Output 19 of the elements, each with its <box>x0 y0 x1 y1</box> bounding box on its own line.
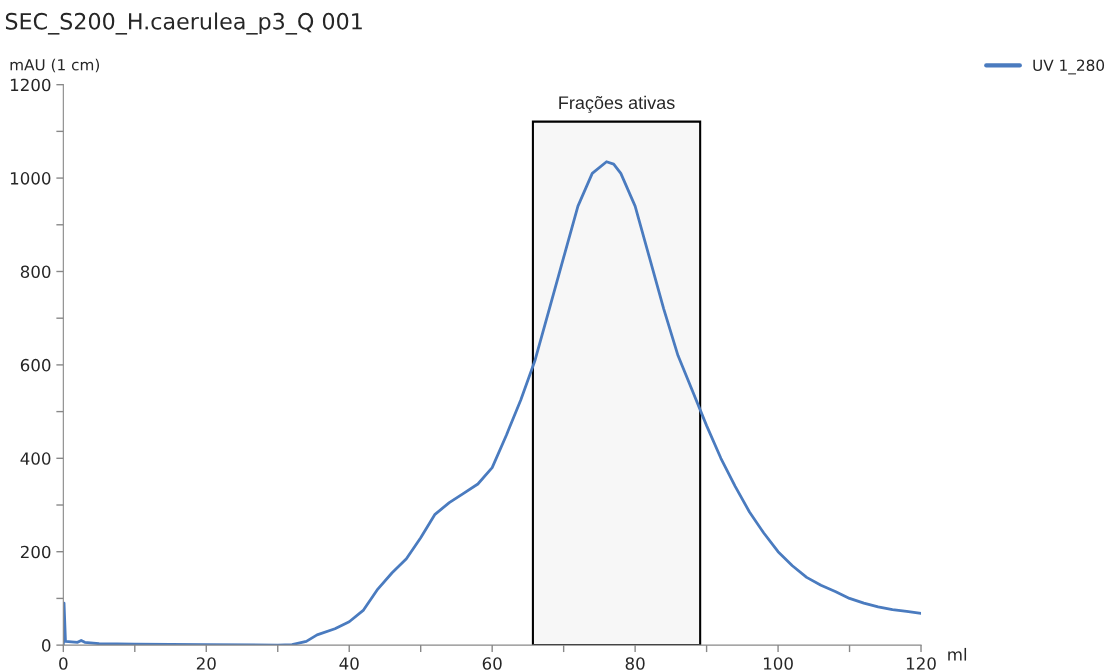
x-axis-title: ml <box>948 647 967 661</box>
y-tick-label: 400 <box>20 452 51 465</box>
y-axis-title: mAU (1 cm) <box>10 58 100 73</box>
y-tick-label: 800 <box>20 265 51 279</box>
x-tick-label: 80 <box>625 657 645 670</box>
x-tick-label: 60 <box>482 657 502 670</box>
band-label: Frações ativas <box>559 95 675 113</box>
x-tick-label: 40 <box>339 657 359 670</box>
y-tick-label: 0 <box>42 639 51 652</box>
x-tick-label: 100 <box>763 657 793 670</box>
x-tick-label: 120 <box>906 657 936 670</box>
chart-title: SEC_S200_H.caerulea_p3_Q 001 <box>5 12 362 35</box>
legend-label: UV 1_280 <box>1033 59 1105 75</box>
x-tick-label: 0 <box>59 657 68 670</box>
y-tick-label: 1000 <box>10 172 51 185</box>
x-tick-label: 20 <box>196 657 216 670</box>
y-tick-label: 200 <box>20 545 51 559</box>
y-tick-label: 600 <box>20 358 51 372</box>
y-tick-label: 1200 <box>10 78 51 92</box>
